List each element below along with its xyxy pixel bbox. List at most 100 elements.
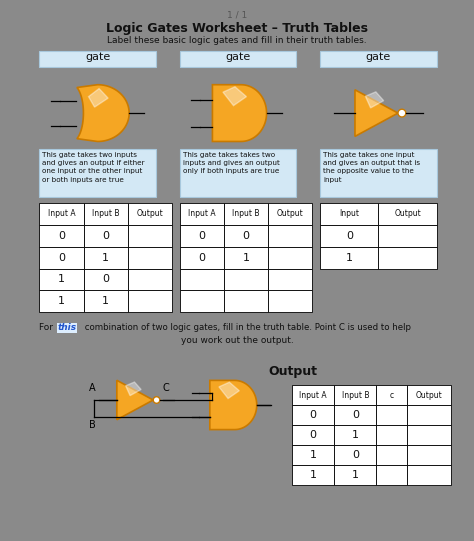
Text: 1: 1	[243, 253, 249, 262]
Bar	[292, 445, 334, 465]
Text: 1: 1	[58, 274, 65, 285]
Text: Input A: Input A	[188, 209, 216, 218]
Text: 1: 1	[310, 470, 317, 480]
Text: Output: Output	[394, 209, 421, 218]
Polygon shape	[77, 85, 129, 142]
Bar	[83, 291, 128, 312]
Bar	[224, 225, 268, 247]
Text: 1: 1	[352, 430, 359, 440]
Text: C: C	[163, 383, 170, 393]
Bar	[378, 203, 437, 225]
Bar	[180, 268, 224, 291]
Bar	[334, 405, 376, 425]
Text: c: c	[390, 391, 393, 400]
Bar	[376, 465, 407, 485]
Bar	[320, 51, 437, 67]
Text: Input B: Input B	[92, 209, 119, 218]
Bar	[128, 203, 172, 225]
Text: 1: 1	[346, 253, 353, 262]
Text: Input B: Input B	[232, 209, 260, 218]
Text: 0: 0	[346, 230, 353, 241]
Text: Input A: Input A	[48, 209, 75, 218]
Text: Output: Output	[277, 209, 303, 218]
Text: this: this	[57, 324, 77, 332]
Text: 1: 1	[102, 296, 109, 306]
Text: 1: 1	[310, 450, 317, 460]
Text: Output: Output	[415, 391, 442, 400]
Bar	[128, 225, 172, 247]
Text: 0: 0	[58, 230, 65, 241]
Text: 0: 0	[102, 274, 109, 285]
Text: 1: 1	[58, 296, 65, 306]
Bar	[83, 268, 128, 291]
Bar	[224, 203, 268, 225]
Bar	[320, 247, 378, 268]
Bar	[320, 149, 437, 197]
Polygon shape	[223, 87, 246, 105]
Text: 0: 0	[310, 410, 317, 420]
Bar	[407, 445, 451, 465]
Bar	[83, 203, 128, 225]
Bar	[83, 225, 128, 247]
Bar	[180, 203, 224, 225]
Text: 0: 0	[352, 450, 359, 460]
Text: This gate takes two inputs
and gives an output if either
one input or the other : This gate takes two inputs and gives an …	[42, 152, 145, 183]
Bar	[292, 405, 334, 425]
Bar	[407, 465, 451, 485]
Bar	[376, 445, 407, 465]
Bar	[180, 149, 296, 197]
Polygon shape	[219, 382, 239, 399]
Bar	[376, 385, 407, 405]
Text: Input B: Input B	[342, 391, 369, 400]
Polygon shape	[89, 89, 108, 107]
Bar	[180, 291, 224, 312]
Text: combination of two logic gates, fill in the truth table. Point C is used to help: combination of two logic gates, fill in …	[82, 324, 410, 332]
Bar	[128, 268, 172, 291]
Text: 0: 0	[58, 253, 65, 262]
Polygon shape	[117, 380, 153, 420]
Text: A: A	[89, 383, 96, 393]
Bar	[334, 445, 376, 465]
Bar	[320, 225, 378, 247]
Bar	[268, 225, 312, 247]
Text: Output: Output	[137, 209, 163, 218]
Bar	[180, 51, 296, 67]
Circle shape	[398, 109, 406, 117]
Bar	[407, 425, 451, 445]
Text: 0: 0	[352, 410, 359, 420]
Text: 1: 1	[352, 470, 359, 480]
Text: gate: gate	[366, 52, 391, 62]
Bar	[334, 465, 376, 485]
Bar	[378, 247, 437, 268]
Polygon shape	[355, 90, 398, 136]
Bar	[224, 268, 268, 291]
Polygon shape	[210, 380, 257, 430]
Text: Input: Input	[339, 209, 359, 218]
Text: Input A: Input A	[300, 391, 327, 400]
Text: 0: 0	[102, 230, 109, 241]
Text: 0: 0	[199, 230, 205, 241]
Polygon shape	[126, 382, 141, 395]
Bar	[128, 291, 172, 312]
Bar	[407, 405, 451, 425]
Bar	[39, 203, 83, 225]
Bar	[224, 291, 268, 312]
Text: 0: 0	[310, 430, 317, 440]
Bar	[268, 268, 312, 291]
Bar	[268, 203, 312, 225]
Polygon shape	[212, 85, 266, 142]
Polygon shape	[365, 92, 383, 108]
Bar	[376, 425, 407, 445]
Text: For: For	[39, 324, 56, 332]
Bar	[39, 225, 83, 247]
Bar	[334, 385, 376, 405]
Text: Label these basic logic gates and fill in their truth tables.: Label these basic logic gates and fill i…	[107, 36, 367, 45]
Text: 1: 1	[102, 253, 109, 262]
Bar	[39, 247, 83, 268]
Text: This gate takes one input
and gives an output that is
the opposite value to the
: This gate takes one input and gives an o…	[323, 152, 420, 183]
Bar	[128, 247, 172, 268]
Bar	[376, 405, 407, 425]
Bar	[180, 247, 224, 268]
Bar	[292, 385, 334, 405]
Bar	[407, 385, 451, 405]
